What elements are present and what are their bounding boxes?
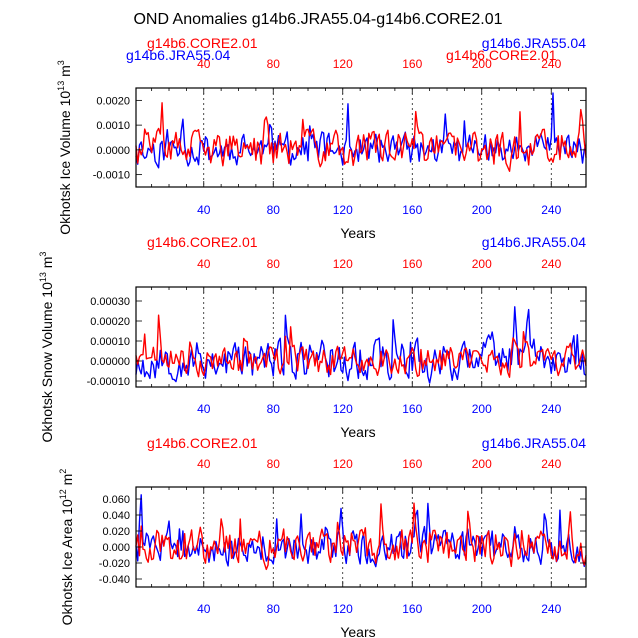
- x-tick-label-bottom: 40: [197, 203, 211, 217]
- y-tick-label: 0.0020: [96, 95, 130, 107]
- overlap-label-right: g14b6.CORE2.01: [446, 47, 557, 63]
- x-tick-label-bottom: 160: [402, 203, 422, 217]
- y-tick-label: 0.00000: [90, 356, 130, 368]
- chart-panel-2: 0.00030 0.00020 0.00010 0.00000 -0.00010 40 40…: [38, 234, 587, 443]
- x-tick-label-bottom: 240: [541, 203, 561, 217]
- top-label-left: g14b6.CORE2.01: [147, 435, 258, 451]
- y-axis-label-part: 3: [56, 60, 66, 65]
- x-tick-label-top: 200: [472, 57, 492, 71]
- x-tick-label-top: 80: [267, 457, 281, 471]
- top-label-right: g14b6.JRA55.04: [482, 435, 587, 451]
- plot-frame: [135, 87, 587, 188]
- y-axis-label-part: m: [39, 257, 55, 273]
- x-tick-label-bottom: 120: [333, 602, 353, 616]
- x-tick-label-bottom: 120: [333, 402, 353, 416]
- x-tick-label-top: 160: [402, 257, 422, 271]
- series-line-core2: [135, 102, 587, 172]
- y-axis-label-part: Okhotsk Snow Volume 10: [39, 282, 55, 443]
- x-tick-label-bottom: 120: [333, 203, 353, 217]
- x-tick-label-bottom: 240: [541, 402, 561, 416]
- y-tick-label: 0.0000: [96, 145, 130, 157]
- y-axis-label-part: 2: [58, 469, 68, 474]
- y-tick-label: -0.040: [99, 574, 130, 586]
- top-label-right: g14b6.JRA55.04: [482, 234, 587, 250]
- x-tick-label-top: 160: [402, 457, 422, 471]
- x-tick-label-bottom: 200: [472, 203, 492, 217]
- y-tick-label: 0.040: [102, 510, 130, 522]
- series-line-jra55: [135, 494, 587, 568]
- figure-title: OND Anomalies g14b6.JRA55.04-g14b6.CORE2…: [133, 11, 502, 28]
- y-tick-label: 0.020: [102, 526, 130, 538]
- y-tick-label: 0.00020: [90, 316, 130, 328]
- y-tick-label: -0.0010: [93, 170, 130, 182]
- y-tick-label: -0.020: [99, 558, 130, 570]
- x-tick-label-top: 80: [267, 257, 281, 271]
- top-label-right: g14b6.JRA55.04: [482, 35, 587, 51]
- x-axis-label: Years: [340, 624, 375, 638]
- x-tick-label-top: 120: [333, 57, 353, 71]
- top-label-left: g14b6.CORE2.01: [147, 234, 258, 250]
- plot-frame: [135, 486, 587, 588]
- plot-frame: [135, 286, 587, 388]
- x-tick-label-top: 40: [197, 457, 211, 471]
- x-tick-label-top: 160: [402, 57, 422, 71]
- x-tick-label-bottom: 160: [402, 402, 422, 416]
- top-label-left: g14b6.CORE2.01: [147, 35, 258, 51]
- x-tick-label-top: 120: [333, 457, 353, 471]
- series-line-jra55: [135, 92, 587, 169]
- x-tick-label-top: 200: [472, 457, 492, 471]
- y-tick-label: 0.0010: [96, 120, 130, 132]
- x-tick-label-bottom: 80: [267, 203, 281, 217]
- y-axis-label-part: m: [59, 474, 75, 490]
- x-tick-label-bottom: 200: [472, 402, 492, 416]
- x-axis-label: Years: [340, 424, 375, 440]
- x-tick-label-top: 240: [541, 57, 561, 71]
- y-tick-label: 0.00010: [90, 336, 130, 348]
- y-tick-label: -0.00010: [87, 376, 130, 388]
- y-axis-label-part: Okhotsk Ice Volume 10: [57, 91, 73, 235]
- y-tick-label: 0.060: [102, 494, 130, 506]
- y-axis-label-part: m: [57, 65, 73, 81]
- y-axis-label-part: 13: [56, 81, 66, 91]
- x-tick-label-top: 240: [541, 257, 561, 271]
- x-tick-label-bottom: 160: [402, 602, 422, 616]
- x-tick-label-bottom: 80: [267, 602, 281, 616]
- x-tick-label-top: 40: [197, 57, 211, 71]
- y-tick-label: 0.000: [102, 542, 130, 554]
- y-axis-label-part: 3: [38, 252, 48, 257]
- y-axis-label: Okhotsk Snow Volume 1013 m3: [38, 252, 55, 443]
- x-tick-label-bottom: 200: [472, 602, 492, 616]
- series-line-core2: [135, 314, 587, 378]
- chart-panel-1: 0.0020 0.0010 0.0000 -0.0010 40 40 80 80 120 120 1…: [56, 35, 587, 241]
- x-tick-label-bottom: 80: [267, 402, 281, 416]
- y-axis-label-part: 12: [58, 489, 68, 499]
- x-tick-label-top: 80: [267, 57, 281, 71]
- x-tick-label-top: 240: [541, 457, 561, 471]
- x-axis-label: Years: [340, 225, 375, 241]
- series-line-core2: [135, 502, 587, 571]
- x-tick-label-bottom: 240: [541, 602, 561, 616]
- x-tick-label-top: 40: [197, 257, 211, 271]
- overlap-label-left: g14b6.JRA55.04: [126, 47, 231, 63]
- x-tick-label-top: 120: [333, 257, 353, 271]
- y-axis-label: Okhotsk Ice Area 1012 m2: [58, 469, 75, 626]
- x-tick-label-bottom: 40: [197, 602, 211, 616]
- x-tick-label-top: 200: [472, 257, 492, 271]
- y-axis-label: Okhotsk Ice Volume 1013 m3: [56, 60, 73, 235]
- chart-panel-3: 0.060 0.040 0.020 0.000 -0.020 -0.040 40 40 80 80…: [58, 435, 587, 638]
- y-axis-label-part: Okhotsk Ice Area 10: [59, 499, 75, 625]
- y-axis-label-part: 13: [38, 272, 48, 282]
- x-tick-label-bottom: 40: [197, 402, 211, 416]
- y-tick-label: 0.00030: [90, 296, 130, 308]
